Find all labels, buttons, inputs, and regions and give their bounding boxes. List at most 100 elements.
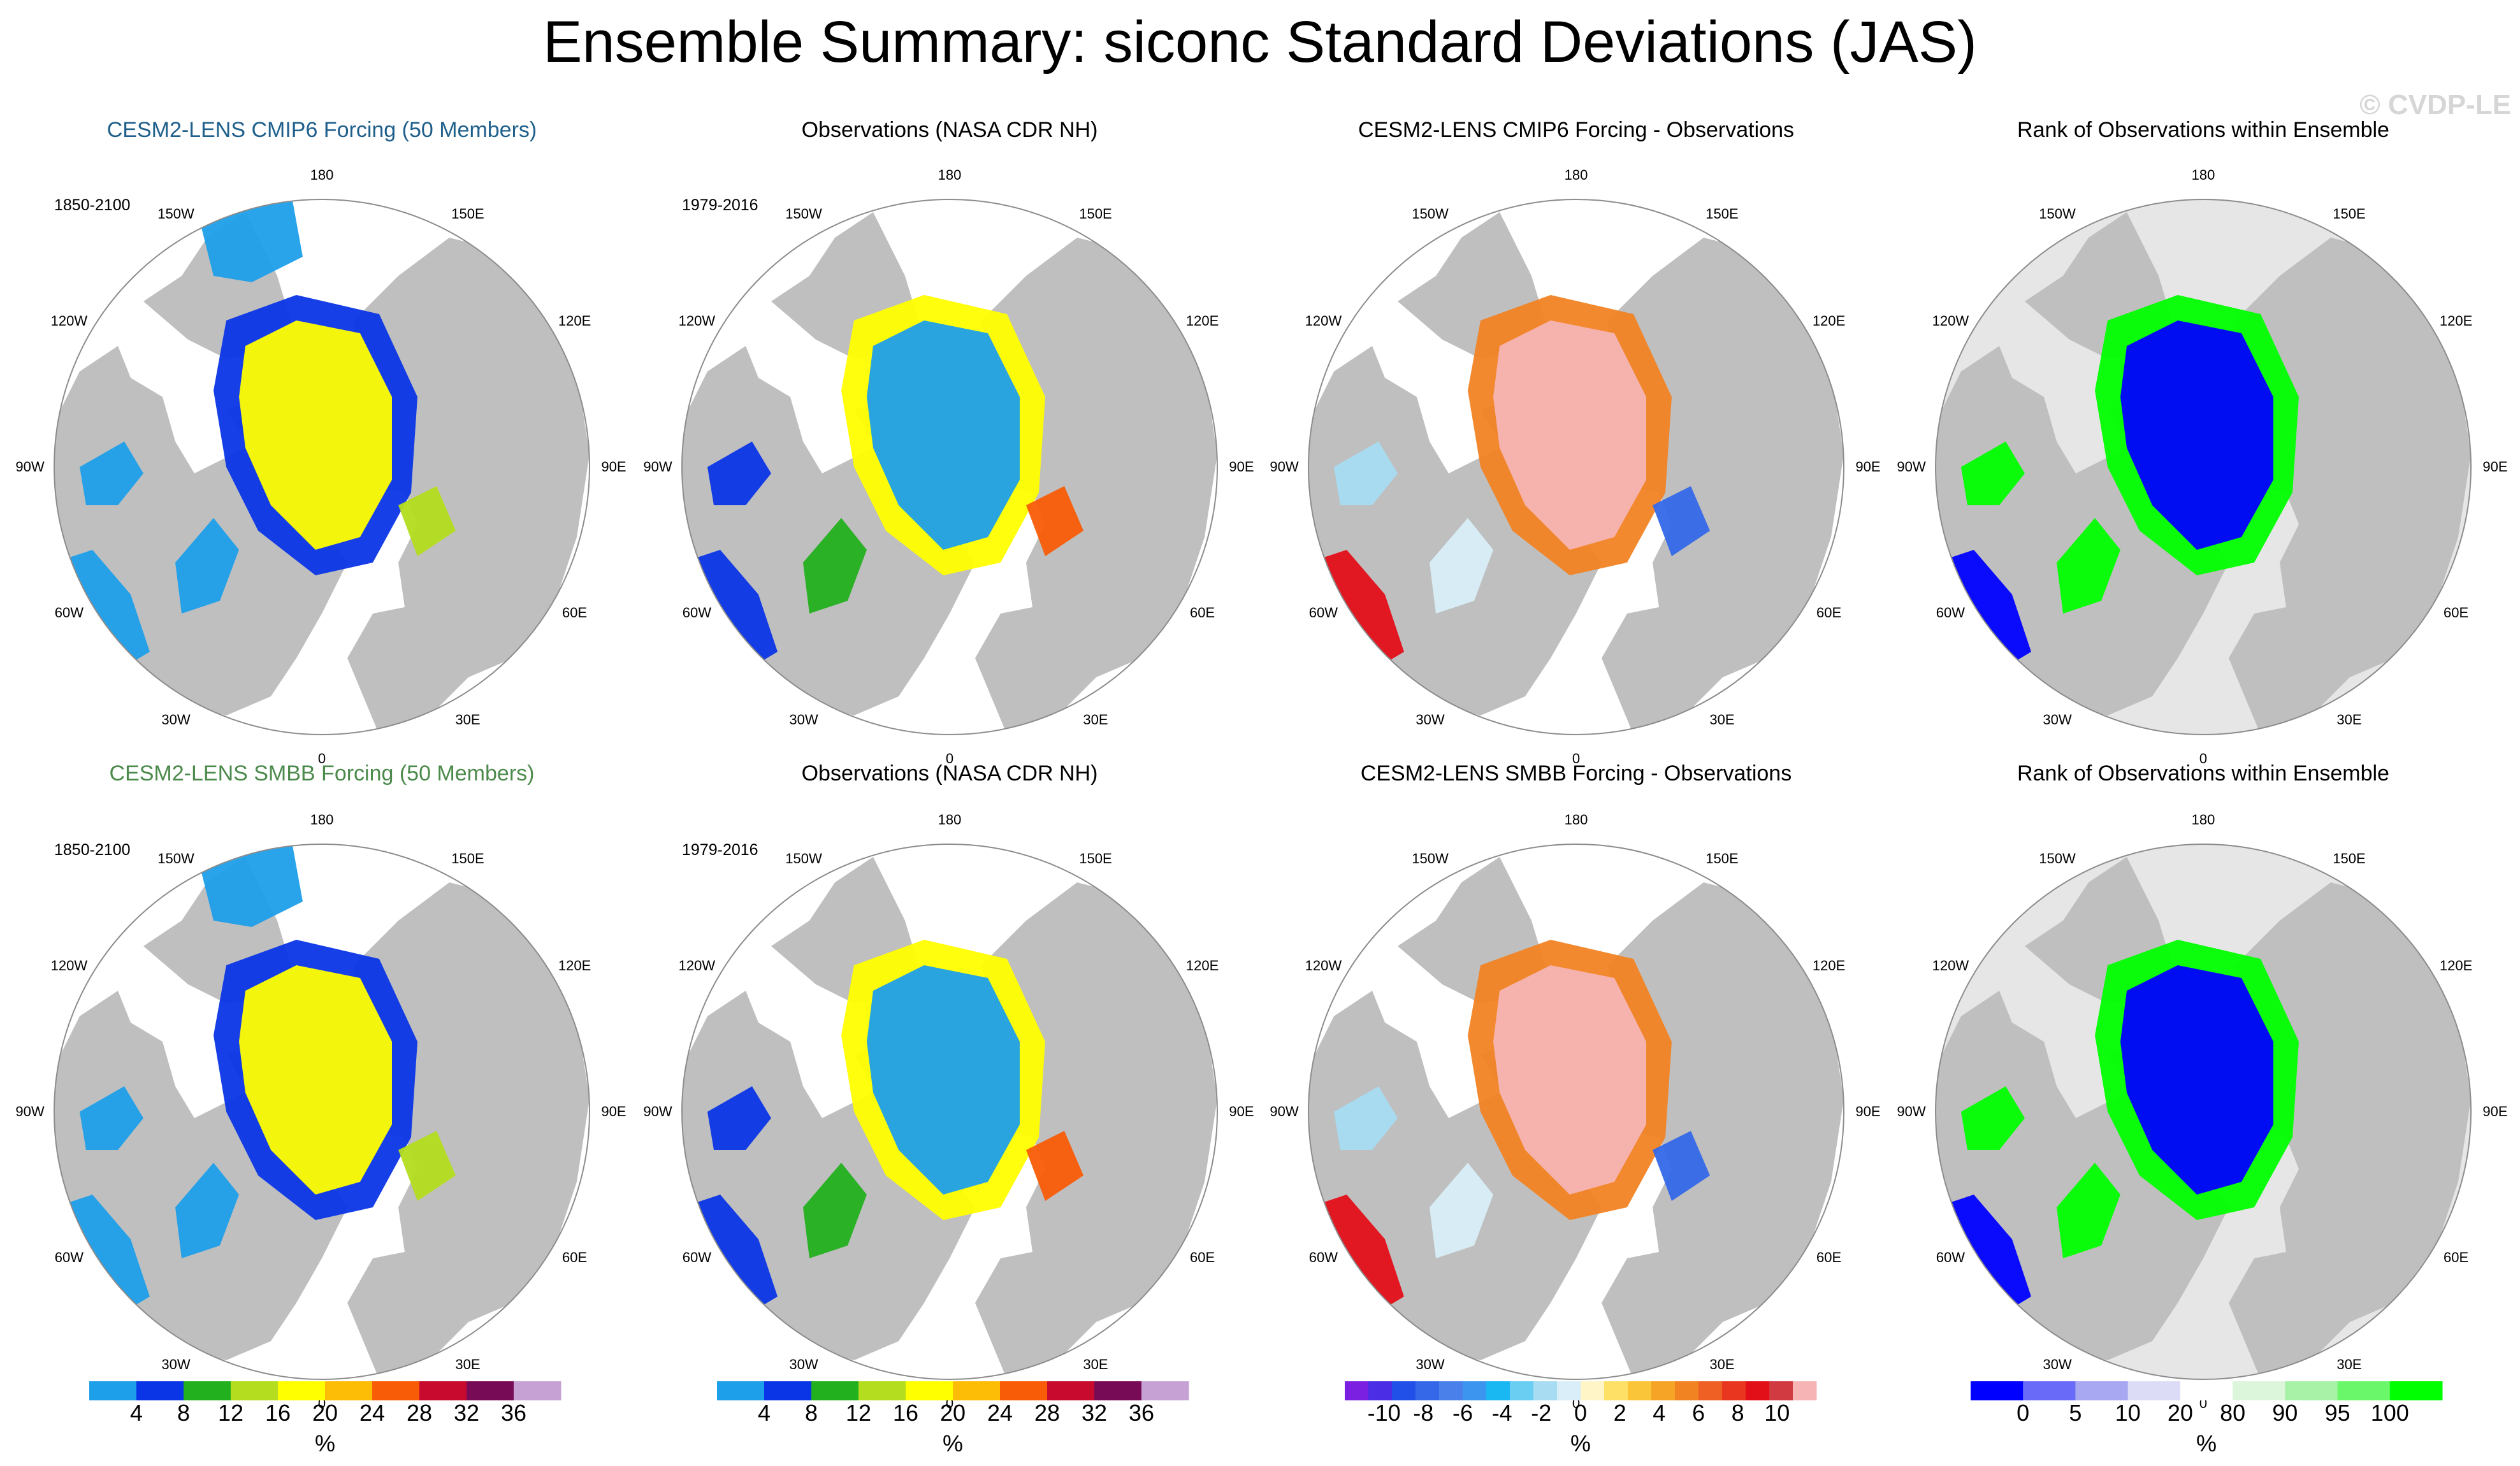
ice-variability-region <box>80 442 143 505</box>
cvdp-watermark: © CVDP-LE <box>2359 89 2511 120</box>
longitude-label: 120E <box>1185 958 1219 974</box>
longitude-label: 30E <box>1083 711 1108 728</box>
longitude-label: 150E <box>451 851 484 867</box>
ice-variability-region <box>1653 1131 1710 1201</box>
longitude-label: 60W <box>1936 1249 1966 1265</box>
colorbar-tick-label: 95 <box>2325 1400 2350 1426</box>
longitude-label: 90E <box>2482 1103 2508 1119</box>
colorbar-swatch <box>2337 1381 2391 1400</box>
colorbar-unit-label: % <box>2196 1430 2217 1456</box>
longitude-label: 150E <box>2333 851 2366 867</box>
colorbar-tick-label: 36 <box>1129 1400 1154 1426</box>
longitude-label: 60E <box>1190 1249 1215 1265</box>
map-frame <box>54 844 590 1380</box>
ice-variability-region <box>80 1086 143 1150</box>
longitude-label: 150W <box>157 206 194 222</box>
colorbar-swatch <box>514 1381 561 1400</box>
colorbar-swatch <box>1971 1381 2024 1400</box>
colorbar-swatch <box>372 1381 420 1400</box>
map-frame <box>54 199 590 735</box>
colorbar-tick-label: 80 <box>2220 1400 2245 1426</box>
map-frame <box>1935 844 2472 1380</box>
ice-variability-region <box>175 1163 239 1258</box>
colorbar-tick-label: 16 <box>893 1400 918 1426</box>
longitude-label: 120E <box>2439 313 2473 329</box>
colorbar-tick-label: -2 <box>1531 1400 1551 1426</box>
colorbar-tick-label: 32 <box>454 1400 479 1426</box>
longitude-label: 120E <box>1185 313 1219 329</box>
colorbar-tick-label: 8 <box>805 1400 818 1426</box>
map-frame <box>681 199 1218 735</box>
period-label: 1850-2100 <box>54 196 131 214</box>
longitude-label: 180 <box>938 812 962 828</box>
longitude-label: 90E <box>601 1103 626 1119</box>
longitude-label: 0 <box>2199 751 2208 766</box>
colorbar-tick-label: 28 <box>407 1400 432 1426</box>
colorbar-swatch <box>2127 1381 2181 1400</box>
colorbar-tick-label: 90 <box>2272 1400 2298 1426</box>
longitude-label: 150E <box>451 206 484 222</box>
land-mass <box>2229 238 2471 735</box>
ice-variability-region <box>1026 1131 1083 1201</box>
longitude-label: 90E <box>1229 459 1254 475</box>
colorbar-swatch <box>1628 1381 1652 1400</box>
colorbar-swatch <box>89 1381 137 1400</box>
longitude-label: 150W <box>1412 206 1449 222</box>
map-frame <box>681 844 1218 1380</box>
colorbar-swatch <box>1675 1381 1699 1400</box>
longitude-label: 150W <box>2039 851 2076 867</box>
ice-variability-region <box>867 965 1020 1195</box>
figure-title: Ensemble Summary: siconc Standard Deviat… <box>543 10 1977 75</box>
longitude-label: 120W <box>50 958 88 974</box>
panel-title-6: Observations (NASA CDR NH) <box>801 761 1098 786</box>
longitude-label: 150W <box>785 851 822 867</box>
colorbar-swatch <box>278 1381 326 1400</box>
colorbar-4: 0 5 10 20 80 90 95 100% <box>1971 1381 2443 1456</box>
ice-variability-region <box>2120 965 2273 1195</box>
land-mass <box>347 238 590 735</box>
ice-variability-region <box>1430 1163 1493 1258</box>
period-label: 1979-2016 <box>682 196 758 214</box>
colorbar-swatch <box>1769 1381 1793 1400</box>
ice-variability-region <box>239 965 392 1195</box>
panel-title-3: CESM2-LENS CMIP6 Forcing - Observations <box>1358 118 1794 142</box>
colorbar-tick-label: 2 <box>1614 1400 1626 1426</box>
polar-map-obs <box>681 199 1218 735</box>
longitude-label: 60E <box>1816 605 1842 621</box>
colorbar-swatch <box>2075 1381 2129 1400</box>
ice-variability-region <box>1493 965 1646 1195</box>
colorbar-swatch <box>467 1381 514 1400</box>
longitude-label: 60W <box>1308 605 1338 621</box>
longitude-label: 120W <box>678 958 716 974</box>
longitude-label: 60W <box>1936 605 1966 621</box>
longitude-label: 60W <box>54 1249 84 1265</box>
colorbar-swatch <box>858 1381 906 1400</box>
colorbar-swatch <box>764 1381 812 1400</box>
colorbar-tick-label: 12 <box>846 1400 871 1426</box>
longitude-label: 150E <box>1705 851 1739 867</box>
longitude-label: 30W <box>1416 711 1445 728</box>
longitude-label: 120E <box>1812 958 1846 974</box>
longitude-label: 60E <box>2444 605 2469 621</box>
colorbar-tick-label: 8 <box>1732 1400 1744 1426</box>
colorbar-tick-label: 10 <box>2115 1400 2141 1426</box>
colorbar-tick-label: 32 <box>1082 1400 1107 1426</box>
colorbar-swatch <box>2180 1381 2233 1400</box>
longitude-label: 90W <box>1897 1103 1926 1119</box>
longitude-label: 30E <box>455 1356 481 1372</box>
period-label: 1979-2016 <box>682 841 758 859</box>
colorbar-tick-label: 0 <box>1574 1400 1587 1426</box>
colorbar-1: 4 8 12 16 20 24 28 32 36% <box>89 1381 561 1456</box>
colorbar-tick-label: 100 <box>2371 1400 2409 1426</box>
longitude-label: 180 <box>2191 812 2215 828</box>
ice-variability-region <box>239 320 392 550</box>
polar-map-model <box>54 199 590 735</box>
ice-variability-region <box>1334 1086 1398 1150</box>
longitude-label: 150W <box>785 206 822 222</box>
longitude-label: 30E <box>1709 711 1735 728</box>
ice-variability-region <box>1334 442 1398 505</box>
colorbar-tick-label: 5 <box>2069 1400 2082 1426</box>
longitude-label: 60E <box>1190 605 1215 621</box>
colorbar-unit-label: % <box>315 1430 335 1456</box>
colorbar-swatch <box>1000 1381 1048 1400</box>
